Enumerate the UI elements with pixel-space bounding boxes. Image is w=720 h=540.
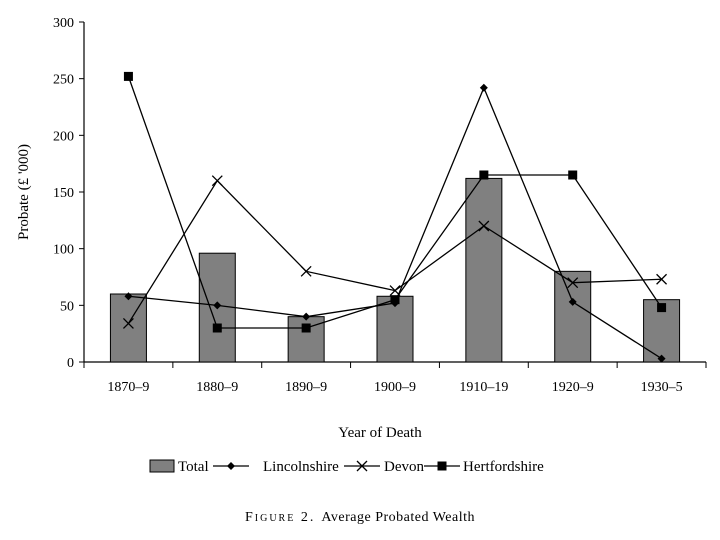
- series-devon: [122, 175, 668, 329]
- lines: [122, 71, 668, 363]
- point-devon: [478, 220, 490, 232]
- point-lincolnshire: [568, 297, 577, 306]
- legend-label: Devon: [384, 459, 424, 475]
- point-lincolnshire: [213, 301, 222, 310]
- x-tick-label: 1870–9: [107, 380, 149, 395]
- y-tick-label: 200: [53, 129, 74, 144]
- caption-text: Average Probated Wealth: [321, 510, 475, 525]
- x-tick-label: 1920–9: [552, 380, 594, 395]
- x-tick-label: 1880–9: [196, 380, 238, 395]
- legend: Total Lincolnshire Devon Hertfordshire: [149, 459, 544, 475]
- bar-total: [376, 295, 414, 363]
- y-tick-label: 150: [53, 186, 74, 201]
- x-tick-label: 1930–5: [641, 380, 683, 395]
- legend-label: Hertfordshire: [463, 459, 544, 475]
- legend-item-devon: Devon: [344, 459, 424, 475]
- x-tick-label: 1910–19: [459, 380, 508, 395]
- legend-label: Total: [178, 459, 209, 475]
- x-tick-label: 1890–9: [285, 380, 327, 395]
- point-hertfordshire: [123, 71, 133, 81]
- legend-marker: [437, 461, 447, 471]
- legend-item-lincolnshire: Lincolnshire: [213, 459, 339, 475]
- point-lincolnshire: [124, 292, 133, 301]
- point-lincolnshire: [479, 83, 488, 92]
- legend-item-hertfordshire: Hertfordshire: [424, 459, 544, 475]
- caption-label: Figure 2.: [245, 510, 315, 525]
- point-hertfordshire: [301, 323, 311, 333]
- y-tick-label: 50: [60, 299, 74, 314]
- point-hertfordshire: [479, 170, 489, 180]
- y-tick-label: 100: [53, 243, 74, 258]
- point-lincolnshire: [302, 312, 311, 321]
- series-hertfordshire: [123, 71, 667, 333]
- point-devon: [656, 273, 668, 285]
- legend-marker: [227, 462, 235, 470]
- axes: 0 50 100 150 200 250 300 1870–9 1880–9 1890–9 1900…: [53, 16, 707, 395]
- point-devon: [122, 318, 134, 329]
- bar-total: [465, 177, 503, 363]
- point-hertfordshire: [568, 170, 578, 180]
- y-tick-label: 250: [53, 73, 74, 88]
- y-tick-label: 0: [67, 356, 74, 371]
- point-hertfordshire: [390, 295, 400, 305]
- y-tick-label: 300: [53, 16, 74, 31]
- point-hertfordshire: [212, 323, 222, 333]
- x-tick-label: 1900–9: [374, 380, 416, 395]
- legend-swatch: [149, 459, 175, 473]
- legend-item-total: Total: [149, 459, 209, 475]
- point-devon: [300, 265, 312, 277]
- x-axis-label: Year of Death: [338, 425, 422, 441]
- legend-label: Lincolnshire: [263, 459, 339, 475]
- legend-marker: [356, 460, 368, 472]
- point-hertfordshire: [657, 303, 667, 313]
- point-lincolnshire: [657, 354, 666, 363]
- figure-caption: Figure 2. Average Probated Wealth: [245, 510, 475, 525]
- bar-total: [554, 270, 592, 363]
- y-axis-label: Probate (£ '000): [16, 144, 32, 240]
- point-devon: [211, 175, 223, 187]
- point-devon: [567, 277, 579, 289]
